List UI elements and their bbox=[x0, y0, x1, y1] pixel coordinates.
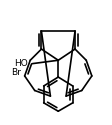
Text: HO: HO bbox=[14, 59, 28, 68]
Text: Br: Br bbox=[11, 68, 21, 77]
